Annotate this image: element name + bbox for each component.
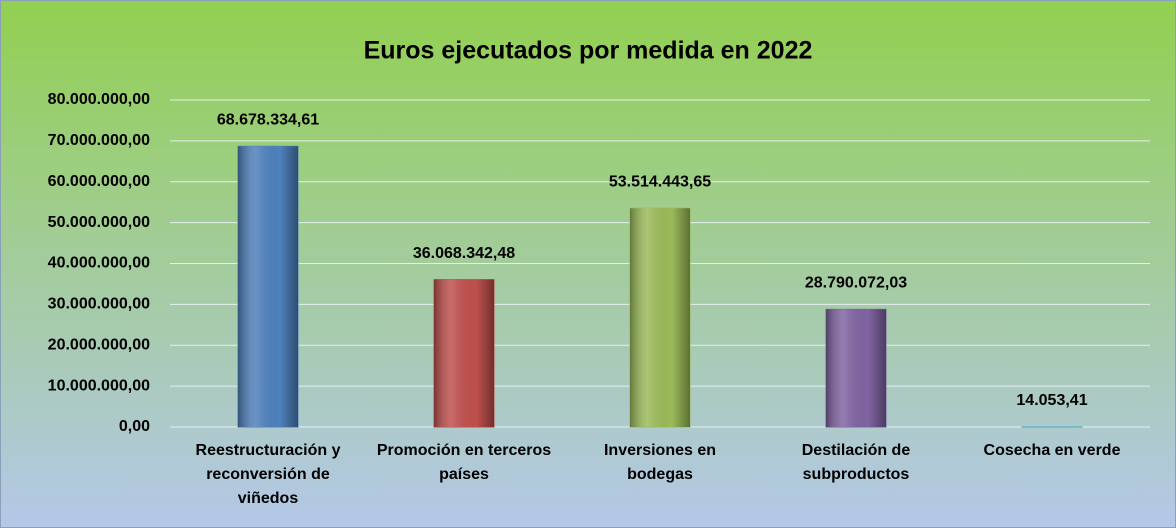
x-tick-label: Inversiones en bodegas (603, 442, 717, 483)
x-tick-label: Reestructuración y reconversión de viñed… (195, 442, 341, 507)
chart-title: Euros ejecutados por medida en 2022 (364, 37, 813, 65)
data-label: 36.068.342,48 (413, 245, 515, 262)
y-tick-label: 20.000.000,00 (48, 336, 150, 353)
bar-shade (434, 279, 494, 427)
bar-shade (238, 146, 298, 427)
y-tick-label: 30.000.000,00 (48, 296, 150, 313)
y-tick-label: 50.000.000,00 (48, 214, 150, 231)
y-tick-label: 40.000.000,00 (48, 255, 150, 272)
y-tick-label: 0,00 (119, 418, 150, 435)
data-label: 53.514.443,65 (609, 173, 711, 190)
data-label: 14.053,41 (1016, 392, 1087, 409)
y-tick-label: 60.000.000,00 (48, 173, 150, 190)
x-tick-label: Promoción en terceros países (376, 442, 552, 483)
x-tick-label: Destilación de subproductos (801, 442, 911, 483)
y-tick-label: 80.000.000,00 (48, 91, 150, 108)
y-tick-label: 10.000.000,00 (48, 377, 150, 394)
data-label: 28.790.072,03 (805, 275, 907, 292)
y-tick-label: 70.000.000,00 (48, 132, 150, 149)
bar-shade (630, 208, 690, 427)
x-tick-label: Cosecha en verde (983, 442, 1121, 459)
bar-shade (826, 309, 886, 427)
data-label: 68.678.334,61 (217, 111, 319, 128)
